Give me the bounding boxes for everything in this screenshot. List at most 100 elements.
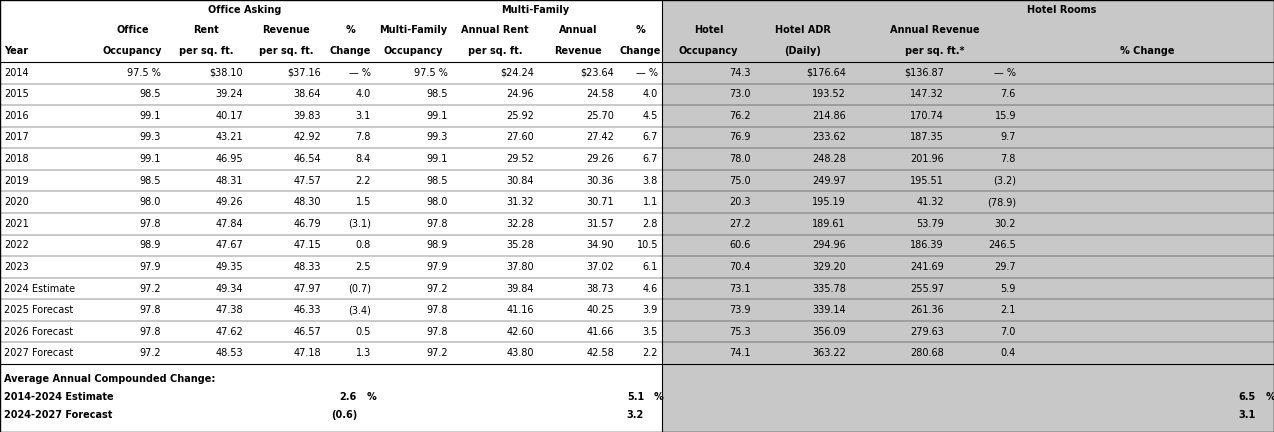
Text: 2018: 2018 [4,154,28,164]
Text: 25.92: 25.92 [506,111,534,121]
Text: 98.0: 98.0 [140,197,161,207]
Text: (78.9): (78.9) [987,197,1015,207]
Text: 99.1: 99.1 [427,154,448,164]
Text: 99.1: 99.1 [140,111,161,121]
Text: 98.5: 98.5 [427,176,448,186]
Text: 48.33: 48.33 [293,262,321,272]
Text: Occupancy: Occupancy [679,46,738,56]
Text: 195.19: 195.19 [813,197,846,207]
Text: $136.87: $136.87 [905,68,944,78]
Text: 46.79: 46.79 [293,219,321,229]
Text: — %: — % [349,68,371,78]
Text: 8.4: 8.4 [355,154,371,164]
Text: $23.64: $23.64 [580,68,614,78]
Text: 2.6: 2.6 [340,392,357,402]
Text: 170.74: 170.74 [910,111,944,121]
Text: 98.5: 98.5 [139,176,161,186]
Text: %: % [345,25,355,35]
Text: 47.62: 47.62 [215,327,243,337]
Text: 7.8: 7.8 [1000,154,1015,164]
Text: 47.38: 47.38 [215,305,243,315]
Text: Average Annual Compounded Change:: Average Annual Compounded Change: [4,374,215,384]
Text: Annual: Annual [559,25,598,35]
Text: Office Asking: Office Asking [209,5,282,15]
Text: 4.5: 4.5 [642,111,657,121]
Text: 2015: 2015 [4,89,29,99]
Text: Revenue: Revenue [262,25,310,35]
Text: 2027 Forecast: 2027 Forecast [4,348,73,358]
Text: 39.84: 39.84 [507,283,534,293]
Text: 2024-2027 Forecast: 2024-2027 Forecast [4,410,112,420]
Text: 27.60: 27.60 [506,133,534,143]
Text: 2014: 2014 [4,68,28,78]
Text: 97.8: 97.8 [139,327,161,337]
Text: 6.7: 6.7 [642,133,657,143]
Text: 3.8: 3.8 [643,176,657,186]
Text: 335.78: 335.78 [812,283,846,293]
Text: 189.61: 189.61 [813,219,846,229]
Text: 1.1: 1.1 [643,197,657,207]
Text: 214.86: 214.86 [813,111,846,121]
Text: Annual Revenue: Annual Revenue [891,25,980,35]
Text: 4.0: 4.0 [355,89,371,99]
Text: 42.60: 42.60 [506,327,534,337]
Text: Hotel: Hotel [694,25,724,35]
Text: 41.16: 41.16 [507,305,534,315]
Text: 75.0: 75.0 [730,176,750,186]
Text: 10.5: 10.5 [637,240,657,251]
Text: 76.9: 76.9 [730,133,750,143]
Text: Revenue: Revenue [554,46,601,56]
Text: 75.3: 75.3 [730,327,750,337]
Text: 97.5 %: 97.5 % [414,68,448,78]
Text: 15.9: 15.9 [995,111,1015,121]
Text: 46.33: 46.33 [293,305,321,315]
Text: 201.96: 201.96 [910,154,944,164]
Text: 49.26: 49.26 [215,197,243,207]
Text: $24.24: $24.24 [501,68,534,78]
Text: 27.2: 27.2 [729,219,750,229]
Text: 24.96: 24.96 [506,89,534,99]
Text: (3.1): (3.1) [348,219,371,229]
Text: 30.71: 30.71 [586,197,614,207]
Text: 73.9: 73.9 [730,305,750,315]
Text: 41.66: 41.66 [586,327,614,337]
Text: 2.2: 2.2 [642,348,657,358]
Text: 30.36: 30.36 [586,176,614,186]
Text: 255.97: 255.97 [910,283,944,293]
Text: — %: — % [994,68,1015,78]
Text: 2.5: 2.5 [355,262,371,272]
Text: 2024 Estimate: 2024 Estimate [4,283,75,293]
Text: 356.09: 356.09 [813,327,846,337]
Text: 0.8: 0.8 [355,240,371,251]
Text: 3.9: 3.9 [643,305,657,315]
Text: 47.18: 47.18 [293,348,321,358]
Text: — %: — % [636,68,657,78]
Text: (0.7): (0.7) [348,283,371,293]
Text: 49.35: 49.35 [215,262,243,272]
Text: Occupancy: Occupancy [383,46,443,56]
Text: 2017: 2017 [4,133,29,143]
Text: 6.7: 6.7 [642,154,657,164]
Text: Occupancy: Occupancy [103,46,162,56]
Text: 279.63: 279.63 [910,327,944,337]
Text: 24.58: 24.58 [586,89,614,99]
Text: 46.57: 46.57 [293,327,321,337]
Text: 2.2: 2.2 [355,176,371,186]
Text: 78.0: 78.0 [730,154,750,164]
Text: Office: Office [116,25,149,35]
Text: 97.8: 97.8 [427,219,448,229]
Text: 147.32: 147.32 [910,89,944,99]
Text: 38.73: 38.73 [586,283,614,293]
Text: 31.57: 31.57 [586,219,614,229]
Text: 47.15: 47.15 [293,240,321,251]
Text: %: % [367,392,377,402]
Text: 73.0: 73.0 [730,89,750,99]
Text: 363.22: 363.22 [812,348,846,358]
Text: 97.2: 97.2 [427,348,448,358]
Text: 5.9: 5.9 [1000,283,1015,293]
Text: %: % [1266,392,1274,402]
Text: 98.9: 98.9 [427,240,448,251]
Text: Multi-Family: Multi-Family [501,5,569,15]
Text: 7.6: 7.6 [1000,89,1015,99]
Text: 42.92: 42.92 [293,133,321,143]
